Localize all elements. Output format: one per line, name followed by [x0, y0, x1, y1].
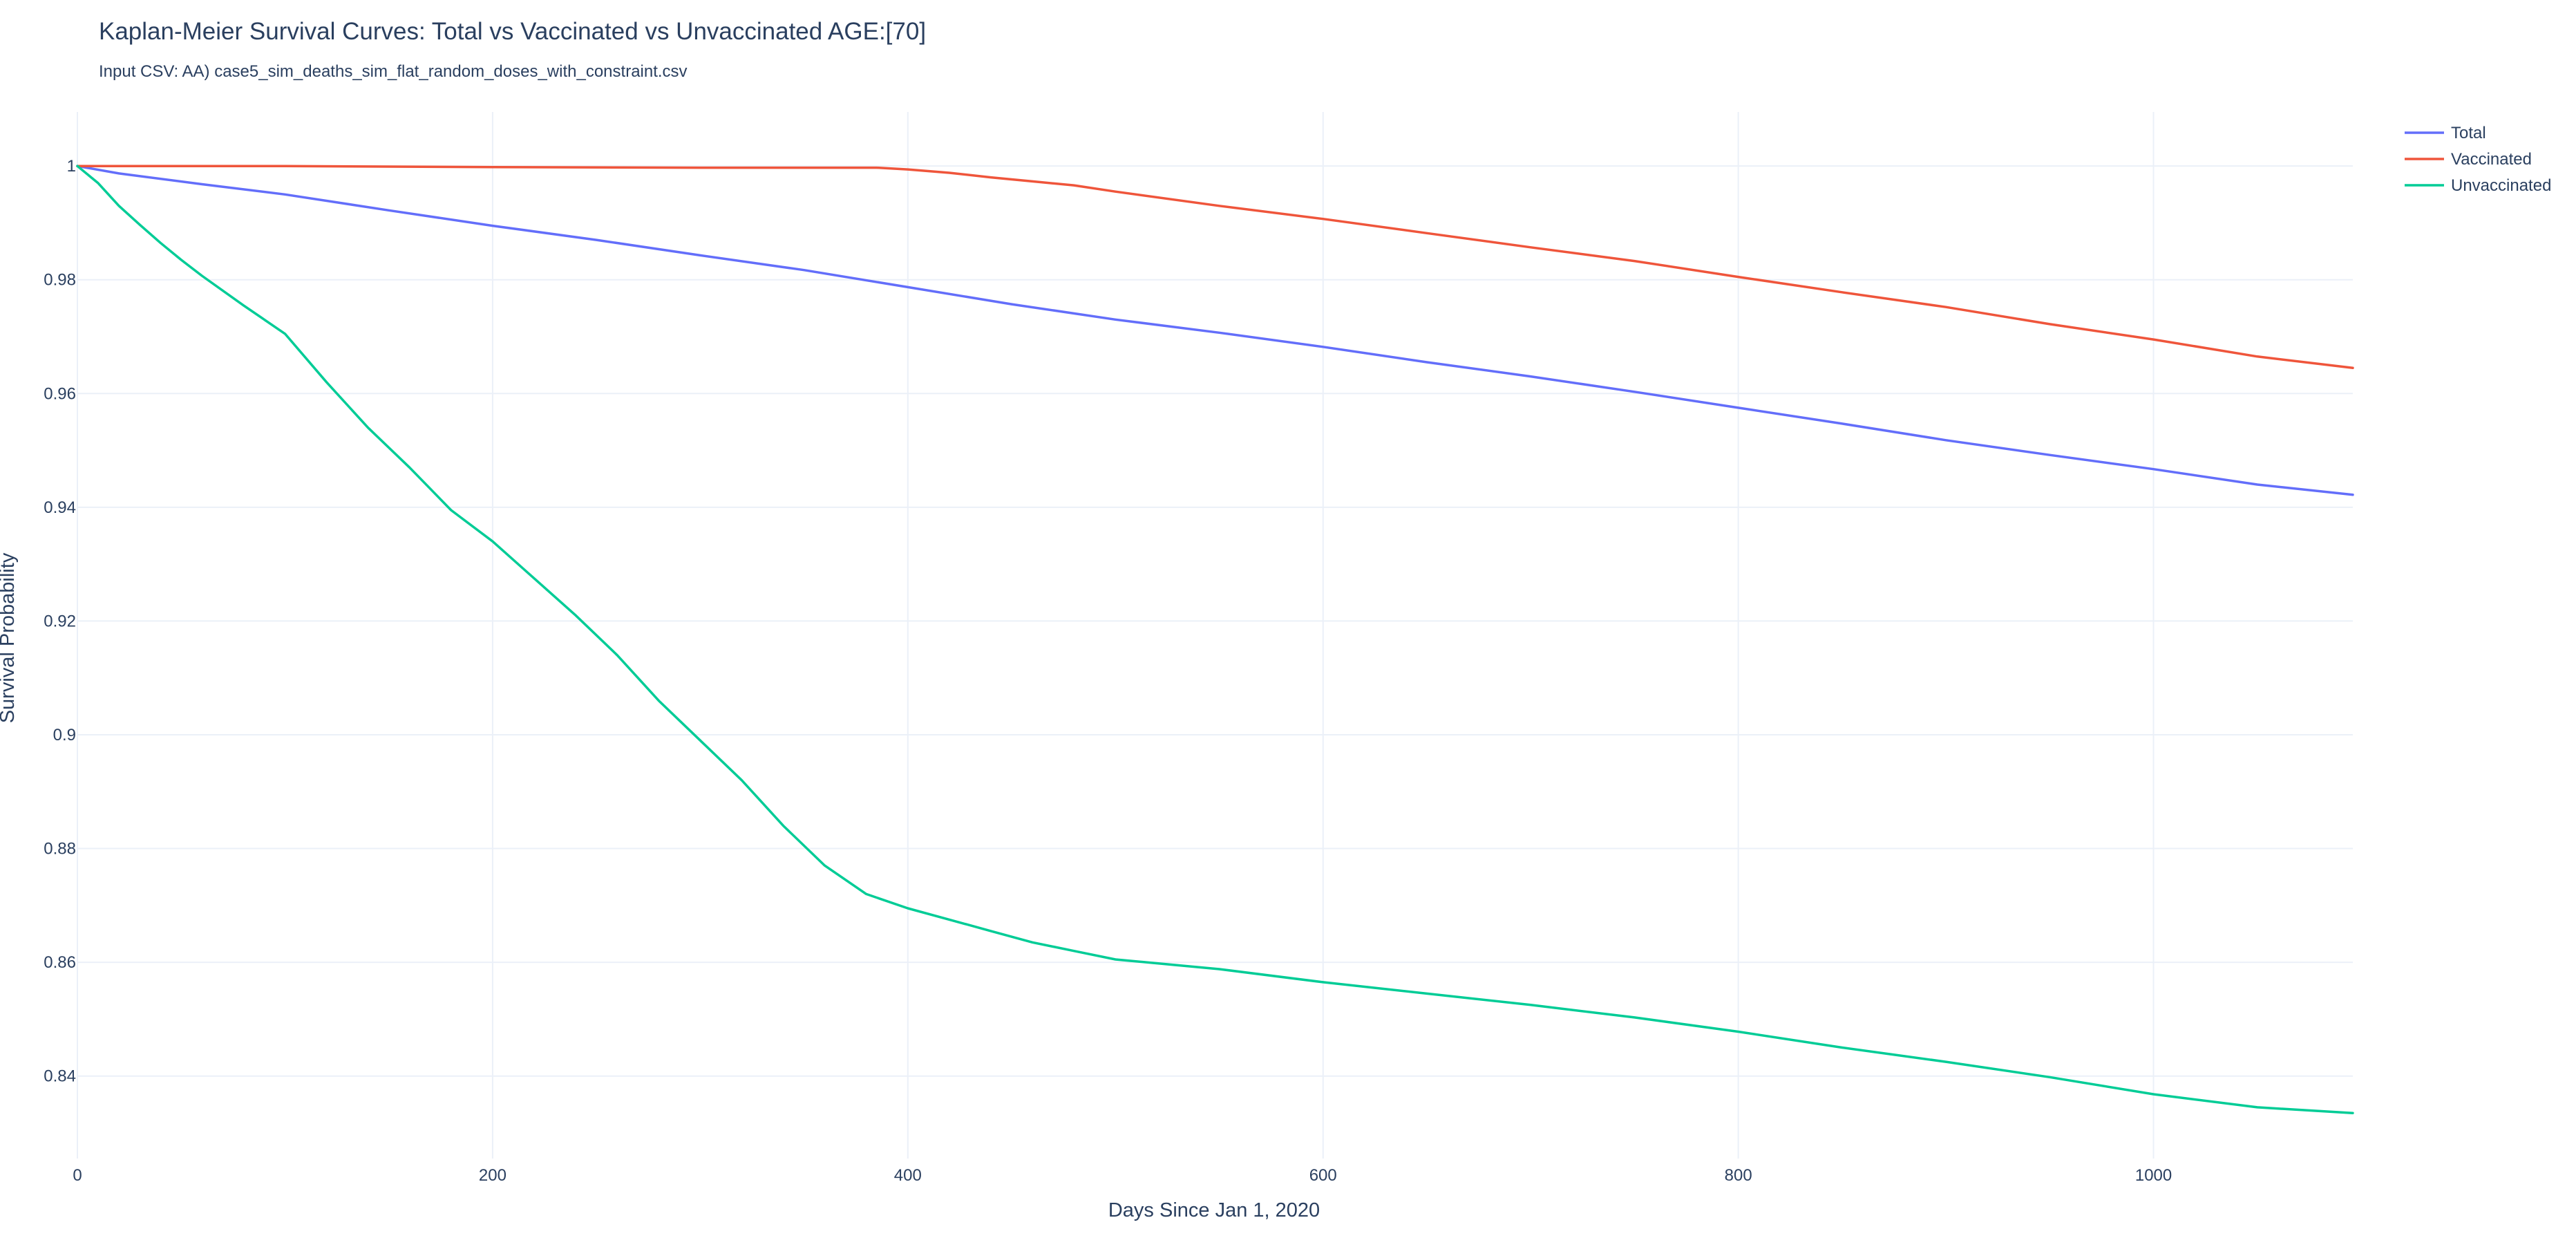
x-tick-label: 200 — [479, 1166, 506, 1185]
y-tick-label: 0.98 — [44, 271, 76, 290]
y-tick-label: 0.88 — [44, 840, 76, 859]
legend-item-vaccinated[interactable]: Vaccinated — [2405, 150, 2532, 169]
x-tick-label: 0 — [73, 1166, 82, 1185]
legend-item-unvaccinated[interactable]: Unvaccinated — [2405, 176, 2551, 195]
y-tick-label: 0.84 — [44, 1067, 76, 1086]
legend-item-total[interactable]: Total — [2405, 124, 2486, 142]
x-tick-label: 600 — [1309, 1166, 1337, 1185]
series-line-total — [76, 165, 2354, 496]
chart-subtitle: Input CSV: AA) case5_sim_deaths_sim_flat… — [99, 62, 688, 81]
y-tick-label: 0.9 — [53, 726, 76, 744]
grid — [77, 112, 2353, 1159]
series-line-unvaccinated — [76, 165, 2354, 1114]
x-tick-label: 800 — [1725, 1166, 1752, 1185]
y-tick-label: 0.96 — [44, 384, 76, 403]
series — [76, 165, 2354, 1114]
x-axis-label: Days Since Jan 1, 2020 — [1108, 1199, 1320, 1221]
x-tick-label: 400 — [894, 1166, 922, 1185]
series-line-vaccinated — [76, 165, 2354, 370]
legend[interactable]: Total Vaccinated Unvaccinated — [2405, 124, 2551, 195]
y-tick-label: 0.86 — [44, 953, 76, 972]
y-tick-label: 1 — [67, 157, 76, 176]
x-tick-label: 1000 — [2135, 1166, 2172, 1185]
y-tick-label: 0.92 — [44, 612, 76, 630]
legend-label: Vaccinated — [2451, 150, 2532, 169]
legend-label: Total — [2451, 124, 2486, 142]
axes: 0 200 400 600 800 1000 0.84 0.86 0.88 0.9 0.92 0.94… — [44, 112, 2172, 1185]
y-tick-label: 0.94 — [44, 498, 76, 517]
legend-label: Unvaccinated — [2451, 176, 2551, 195]
chart-title: Kaplan-Meier Survival Curves: Total vs V… — [99, 18, 927, 45]
y-axis-label: Survival Probability — [0, 552, 19, 723]
